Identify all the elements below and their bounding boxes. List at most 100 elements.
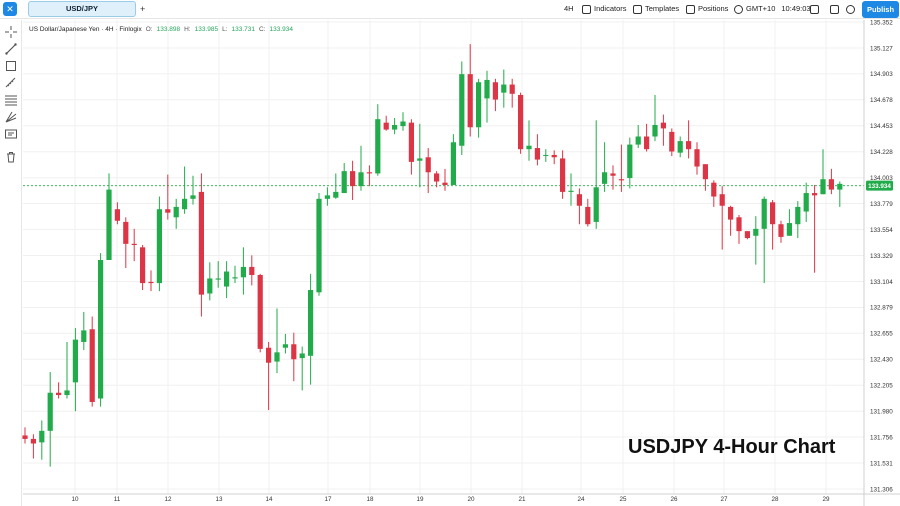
gear-icon bbox=[846, 4, 855, 14]
candle-body bbox=[686, 141, 692, 150]
price-tick-label: 131.531 bbox=[870, 460, 893, 467]
add-tab-button[interactable]: + bbox=[140, 4, 146, 14]
bullish-candle bbox=[476, 78, 482, 138]
price-tick-label: 133.329 bbox=[870, 253, 893, 260]
candle-body bbox=[324, 195, 330, 199]
bearish-candle bbox=[711, 180, 717, 207]
bearish-candle bbox=[644, 123, 650, 152]
candle-body bbox=[786, 223, 792, 236]
candle-body bbox=[350, 171, 356, 187]
candle-body bbox=[728, 206, 734, 220]
candle-body bbox=[81, 330, 87, 342]
bullish-candle bbox=[837, 181, 843, 207]
bearish-candle bbox=[467, 44, 473, 137]
candle-body bbox=[753, 228, 759, 236]
bullish-candle bbox=[106, 173, 112, 261]
candle-body bbox=[568, 190, 574, 192]
time-tick-label: 24 bbox=[577, 496, 585, 503]
bullish-candle bbox=[47, 371, 53, 467]
price-tick-label: 131.756 bbox=[870, 434, 893, 441]
layout-button[interactable] bbox=[830, 2, 839, 16]
symbol-search-button[interactable]: USD/JPY bbox=[28, 1, 136, 17]
time-tick-label: 13 bbox=[215, 496, 223, 503]
candle-body bbox=[266, 347, 272, 363]
candle-body bbox=[114, 209, 120, 221]
snapshot-button[interactable] bbox=[810, 2, 819, 16]
settings-button[interactable] bbox=[846, 2, 855, 16]
indicators-button[interactable]: Indicators bbox=[582, 2, 627, 16]
fib-icon[interactable] bbox=[5, 93, 17, 106]
candle-body bbox=[392, 124, 398, 130]
trash-icon[interactable] bbox=[5, 150, 17, 163]
bullish-candle bbox=[232, 265, 238, 284]
candle-body bbox=[215, 278, 221, 280]
positions-button[interactable]: Positions bbox=[686, 2, 728, 16]
candle-body bbox=[518, 94, 524, 150]
pitchfork-icon[interactable] bbox=[5, 110, 17, 123]
bearish-candle bbox=[686, 120, 692, 159]
bearish-candle bbox=[812, 184, 818, 273]
candle-body bbox=[417, 158, 423, 161]
globe-icon bbox=[734, 4, 743, 14]
bullish-candle bbox=[72, 328, 78, 412]
candle-body bbox=[744, 231, 750, 239]
candle-body bbox=[576, 194, 582, 206]
bearish-candle bbox=[518, 92, 524, 154]
candle-body bbox=[366, 172, 372, 174]
top-toolbar: ✕ USD/JPY + 4H Indicators Templates Posi… bbox=[0, 0, 900, 19]
candle-body bbox=[375, 119, 381, 174]
candle-body bbox=[148, 281, 154, 284]
candle-body bbox=[736, 217, 742, 232]
candle-body bbox=[593, 187, 599, 222]
candle-body bbox=[30, 438, 36, 444]
bullish-candle bbox=[450, 134, 456, 185]
rectangle-icon[interactable] bbox=[5, 59, 17, 71]
bullish-candle bbox=[240, 247, 246, 295]
bullish-candle bbox=[81, 311, 87, 351]
app-logo-icon[interactable]: ✕ bbox=[3, 2, 17, 16]
bearish-candle bbox=[434, 171, 440, 188]
bearish-candle bbox=[828, 168, 834, 195]
bullish-candle bbox=[215, 261, 221, 288]
publish-button[interactable]: Publish bbox=[862, 1, 899, 18]
templates-button[interactable]: Templates bbox=[633, 2, 679, 16]
candle-body bbox=[761, 198, 767, 229]
candle-body bbox=[543, 154, 549, 156]
interval-button[interactable]: 4H bbox=[564, 2, 574, 16]
bearish-candle bbox=[123, 217, 129, 269]
candle-body bbox=[803, 193, 809, 212]
bullish-candle bbox=[400, 112, 406, 131]
candle-body bbox=[98, 260, 104, 399]
text-icon[interactable] bbox=[5, 127, 17, 139]
bullish-candle bbox=[207, 262, 213, 301]
bearish-candle bbox=[719, 186, 725, 250]
bearish-candle bbox=[408, 119, 414, 175]
price-tick-label: 134.903 bbox=[870, 71, 893, 78]
bullish-candle bbox=[39, 420, 45, 460]
candle-body bbox=[47, 392, 53, 431]
positions-label: Positions bbox=[698, 4, 729, 13]
candle-body bbox=[459, 74, 465, 146]
bullish-candle bbox=[543, 149, 549, 162]
bearish-candle bbox=[551, 150, 557, 165]
crosshair-icon[interactable] bbox=[5, 25, 17, 38]
price-tick-label: 133.554 bbox=[870, 227, 893, 234]
bearish-candle bbox=[22, 427, 28, 444]
bullish-candle bbox=[602, 142, 608, 192]
candle-body bbox=[425, 157, 431, 173]
trendline-icon[interactable] bbox=[5, 42, 17, 55]
price-tick-label: 133.104 bbox=[870, 279, 893, 286]
candle-body bbox=[249, 266, 255, 276]
candle-body bbox=[274, 352, 280, 362]
timezone-button[interactable]: GMT+10 10:49:03 bbox=[734, 2, 811, 16]
measure-icon[interactable] bbox=[5, 76, 17, 88]
time-tick-label: 17 bbox=[324, 496, 332, 503]
candle-body bbox=[644, 136, 650, 150]
bearish-candle bbox=[383, 115, 389, 131]
time-tick-label: 21 bbox=[518, 496, 526, 503]
low-key: L: bbox=[222, 26, 228, 33]
bearish-candle bbox=[669, 128, 675, 157]
bullish-candle bbox=[98, 253, 104, 407]
bearish-candle bbox=[660, 114, 666, 146]
